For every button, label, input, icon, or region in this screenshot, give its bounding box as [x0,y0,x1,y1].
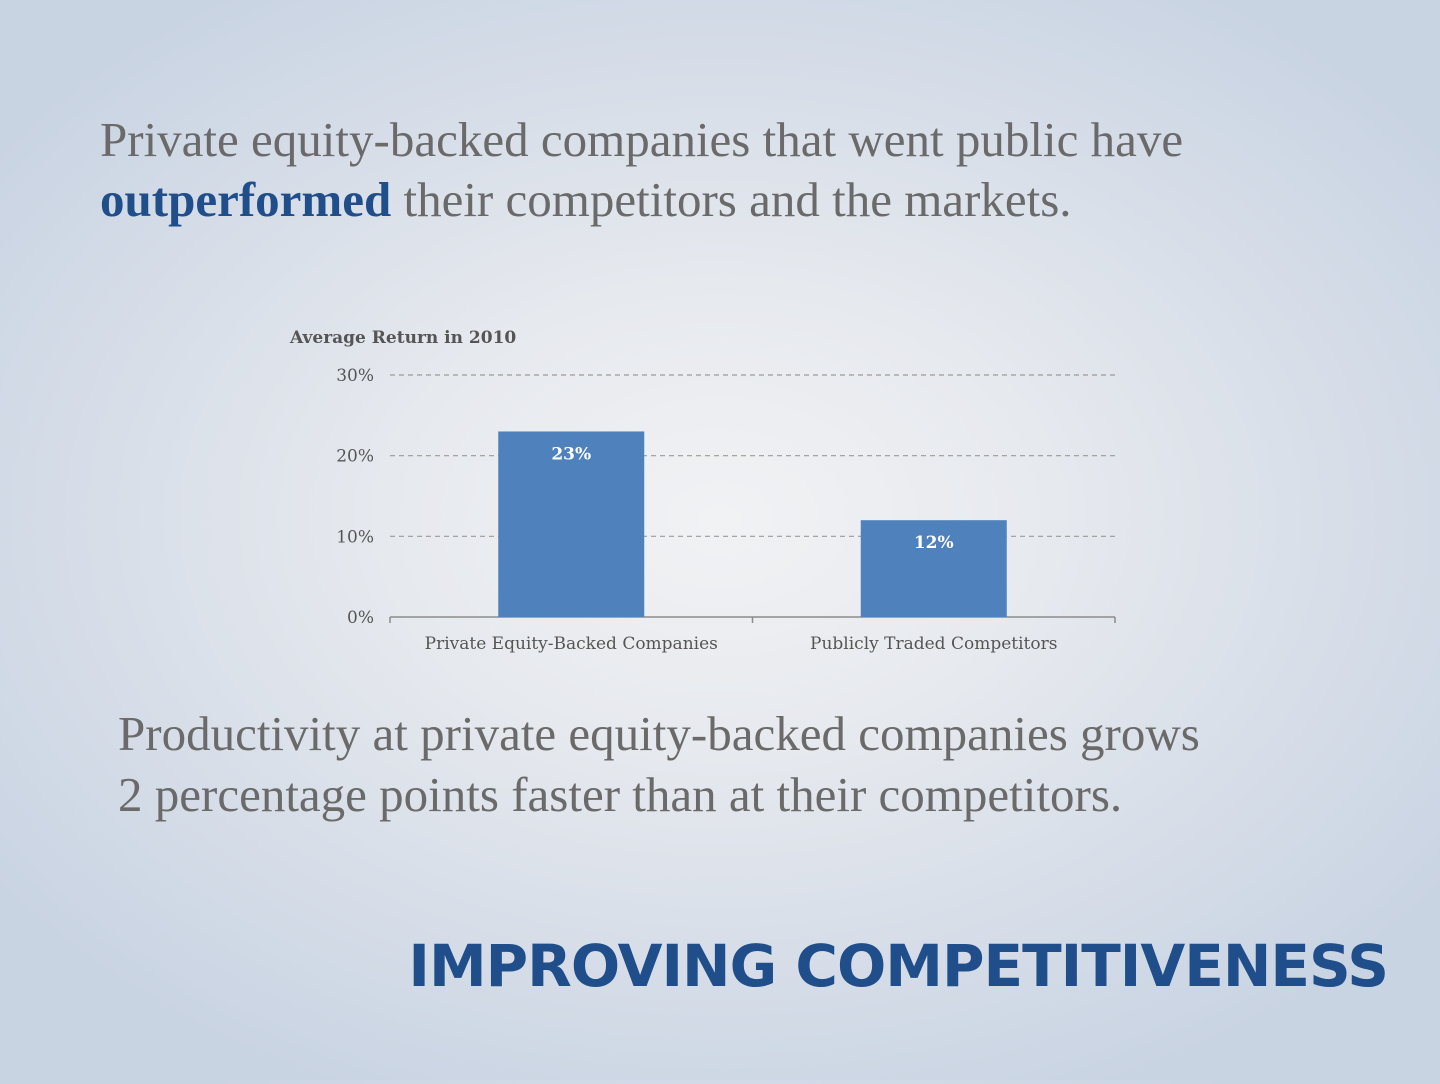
data-label: 23% [551,444,591,464]
x-category-label: Private Equity-Backed Companies [425,634,718,654]
bar-1 [498,431,645,617]
headline-emphasis: outperformed [100,172,392,227]
productivity-statement: Productivity at private equity-backed co… [118,703,1378,825]
slide-title: IMPROVING COMPETITIVENESS [408,932,1389,1000]
productivity-line-1: Productivity at private equity-backed co… [118,706,1200,761]
productivity-line-2: 2 percentage points faster than at their… [118,767,1123,822]
x-category-label: Publicly Traded Competitors [810,634,1057,654]
bar-2 [860,520,1007,617]
headline-text-end: their competitors and the markets. [391,172,1072,227]
y-tick-label: 0% [347,608,374,628]
headline: Private equity-backed companies that wen… [100,110,1360,230]
data-label: 12% [914,533,954,553]
y-tick-label: 10% [336,527,374,547]
chart-title: Average Return in 2010 [289,328,516,348]
headline-text: Private equity-backed companies that wen… [100,112,1184,167]
y-tick-label: 20% [336,447,374,467]
y-tick-label: 30% [336,366,374,386]
